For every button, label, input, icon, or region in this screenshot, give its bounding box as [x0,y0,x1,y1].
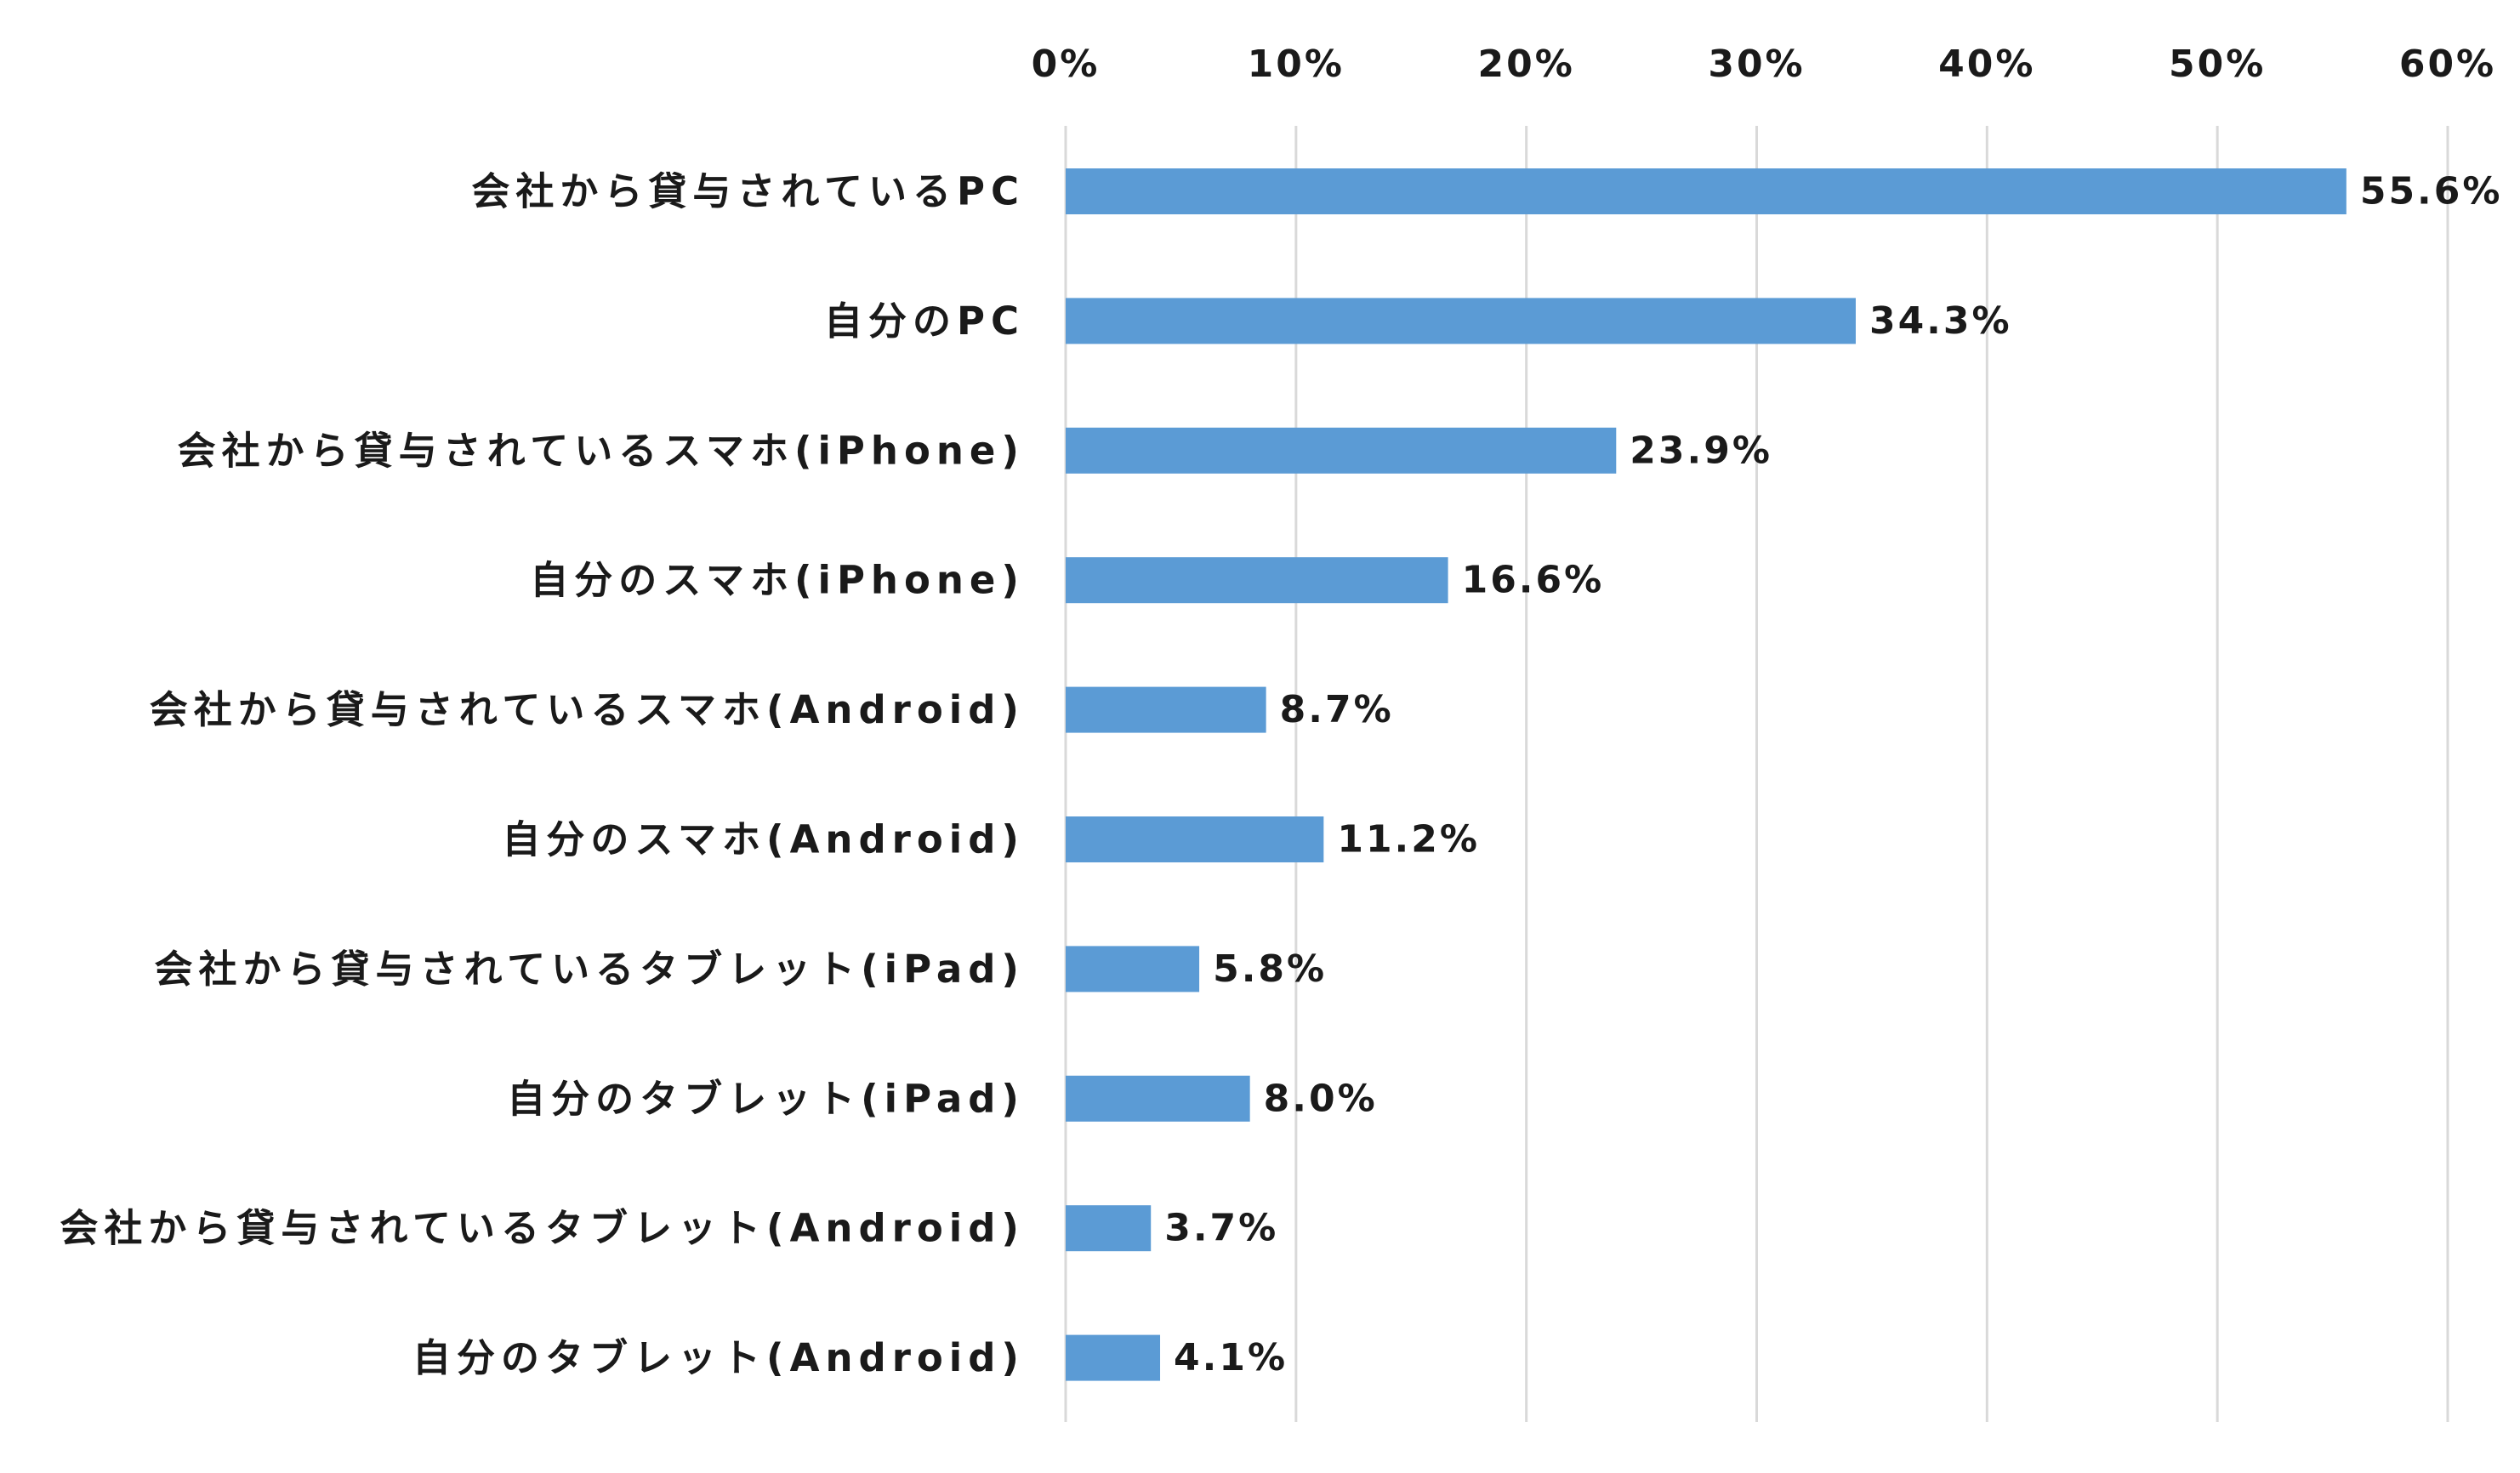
bar-value-label: 16.6% [1462,559,1605,602]
bar-value-label: 5.8% [1213,947,1327,991]
bar [1066,946,1200,992]
category-label: 会社から貸与されているPC [471,169,1025,214]
bar-value-label: 8.0% [1264,1077,1378,1120]
category-label: 会社から貸与されているタブレット(iPad) [154,947,1025,992]
bar-value-label: 11.2% [1337,818,1480,862]
x-tick-label: 0% [1032,43,1101,86]
bar [1066,427,1617,474]
x-tick-label: 10% [1248,43,1345,86]
category-label: 自分のスマホ(iPhone) [530,558,1025,603]
value-labels: 55.6% 34.3% 23.9% 16.6% 8.7% 11.2% 5.8% 8.0% 3.7… [1164,170,2503,1380]
bar [1066,1075,1250,1122]
x-tick-label: 20% [1478,43,1575,86]
category-label: 自分のスマホ(Android) [502,817,1025,862]
category-label: 会社から貸与されているタブレット(Android) [60,1206,1025,1251]
category-label: 会社から貸与されているスマホ(iPhone) [178,428,1025,473]
bar [1066,557,1448,604]
bar [1066,1334,1161,1381]
category-label: 自分のタブレット(Android) [412,1335,1025,1380]
bar-value-label: 34.3% [1869,299,2012,343]
bar-value-label: 23.9% [1630,429,1772,472]
x-tick-label: 40% [1938,43,2035,86]
category-label: 自分のタブレット(iPad) [507,1076,1025,1121]
category-label: 自分のPC [824,299,1025,344]
category-label: 会社から貸与されているスマホ(Android) [150,687,1025,732]
bar-value-label: 4.1% [1174,1336,1288,1379]
x-tick-label: 50% [2169,43,2266,86]
bar [1066,1205,1152,1252]
bars [1066,168,2347,1381]
x-tick-label: 30% [1708,43,1805,86]
x-axis-ticks: 0% 10% 20% 30% 40% 50% 60% [1032,43,2496,86]
x-tick-label: 60% [2399,43,2496,86]
bar [1066,298,1856,344]
bar [1066,168,2347,214]
bar [1066,686,1266,733]
bar [1066,816,1324,862]
bar-value-label: 3.7% [1164,1207,1278,1250]
category-labels: 会社から貸与されているPC 自分のPC 会社から貸与されているスマホ(iPhone)… [60,169,1025,1381]
bar-value-label: 55.6% [2360,170,2503,213]
bar-value-label: 8.7% [1280,688,1394,731]
